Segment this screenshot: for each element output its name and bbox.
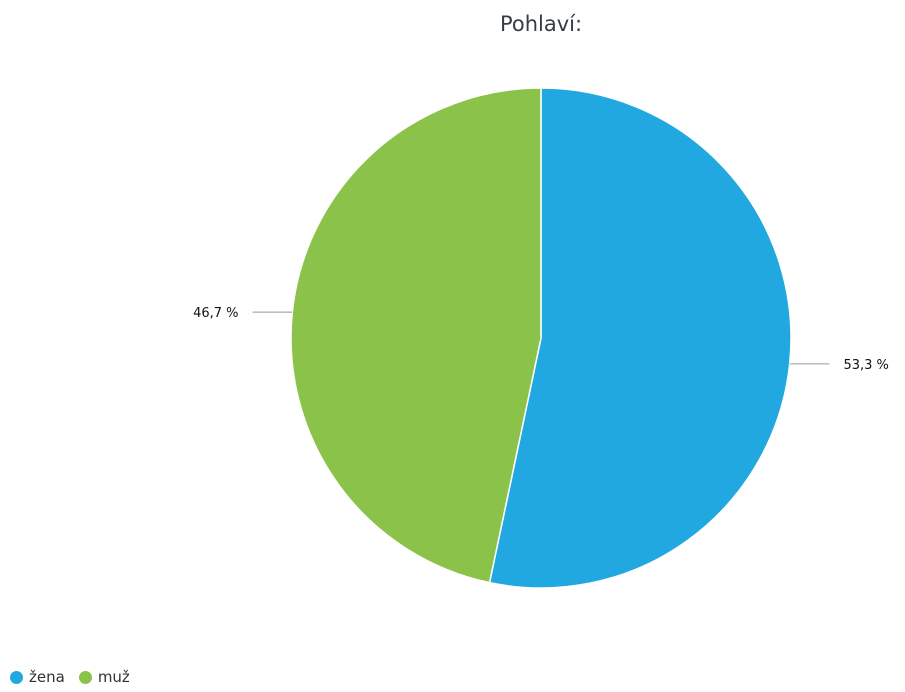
chart-title: Pohlaví: [500, 12, 582, 36]
pie-slice-1[interactable] [290, 87, 542, 584]
legend-label-zena: žena [29, 668, 65, 686]
legend-marker-zena [10, 670, 23, 684]
legend-item-muz[interactable]: muž [78, 668, 130, 686]
legend-marker-muz [78, 670, 92, 684]
legend-item-zena[interactable]: žena [10, 668, 65, 686]
pie-slices [290, 87, 792, 589]
pie-labels: 53,3 % 46,7 % [193, 306, 889, 373]
legend-label-muz: muž [97, 668, 130, 686]
data-label-0: 53,3 % [843, 358, 888, 373]
legend: žena muž [10, 668, 144, 686]
data-label-1: 46,7 % [193, 306, 238, 321]
